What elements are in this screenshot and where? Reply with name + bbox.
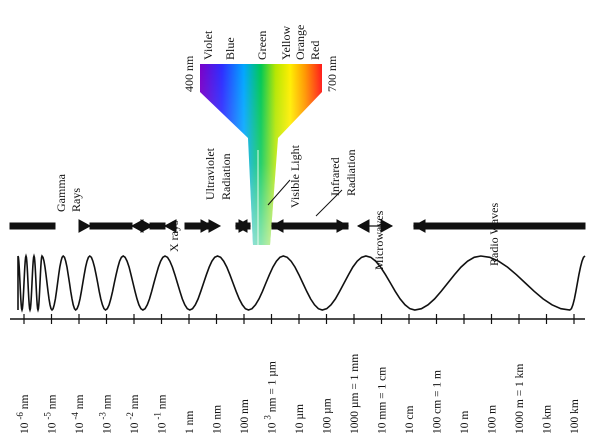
axis-tick-label: 1000 µm = 1 mm [349,354,361,434]
band-arrow-head [163,219,177,233]
axis-tick-label: 10 3 nm = 1 µm [263,361,279,434]
region-label-microwaves: Microwaves [372,210,386,270]
axis-tick-label: 1000 m = 1 km [514,364,526,434]
region-label-gamma-line1: Gamma [54,173,68,212]
band-segment [9,222,56,230]
axis-tick-label: 10 -2 nm [125,395,141,435]
axis-tick-label: 10 mm = 1 cm [377,367,389,434]
axis-tick-label: 1 nm [184,411,196,434]
region-label-infrared-line1: Infrared [328,157,342,196]
visible-pointer-line [267,179,291,206]
axis-tick-label: 10 -4 nm [70,395,86,435]
wavelength-ticks: 10 -6 nm 10 -5 nm 10 -4 nm 10 -3 nm 10 -2 nm… [15,314,581,434]
axis-tick-label: 100 µm [322,398,334,434]
region-label-radio: Radio Waves [487,203,501,266]
spectrum-long-end-label: 700 nm [325,55,339,92]
band-arrow-head [208,219,222,233]
color-label-blue: Blue [223,37,237,60]
axis-tick-label: 10 nm [212,405,224,434]
axis-tick-label: 10 -1 nm [153,395,169,435]
region-label-ultraviolet-line1: Ultraviolet [203,147,217,200]
color-label-orange: Orange [293,25,307,60]
region-label-ultraviolet-line2: Radiation [219,153,233,200]
region-label-gamma-line2: Rays [69,188,83,212]
axis-tick-label: 10 m [459,411,471,434]
spectrum-short-end-label: 400 nm [182,55,196,92]
color-label-violet: Violet [201,30,215,60]
color-label-red: Red [308,41,322,60]
visible-spectrum-funnel [200,64,322,245]
axis-tick-label: 10 µm [294,404,306,434]
band-arrow-head [200,219,214,233]
axis-tick-label: 10 -3 nm [98,395,114,435]
axis-tick-label: 100 cm = 1 m [432,370,444,434]
region-label-infrared-line2: Radiation [344,149,358,196]
band-arrow-head [140,219,154,233]
band-arrow-head [238,219,252,233]
band-arrow-head [412,219,426,233]
band-arrow-head [336,219,350,233]
axis-tick-label: 10 cm [404,406,416,434]
axis-tick-label: 10 -6 nm [15,395,31,435]
infrared-pointer-line [315,189,343,217]
region-label-visible: Visible Light [288,144,302,208]
band-segment [413,222,586,230]
color-label-green: Green [255,31,269,60]
band-arrow-head [78,219,92,233]
axis-tick-label: 100 km [569,399,581,434]
axis-tick-label: 10 km [542,405,554,434]
color-label-yellow: Yellow [279,26,293,60]
band-arrow-head [270,219,284,233]
axis-tick-label: 100 nm [239,399,251,434]
axis-tick-label: 10 -5 nm [43,395,59,435]
region-band-bar [9,219,586,233]
wavelength-wave [17,253,586,313]
band-segment [89,222,133,230]
axis-tick-label: 100 m [487,405,499,434]
